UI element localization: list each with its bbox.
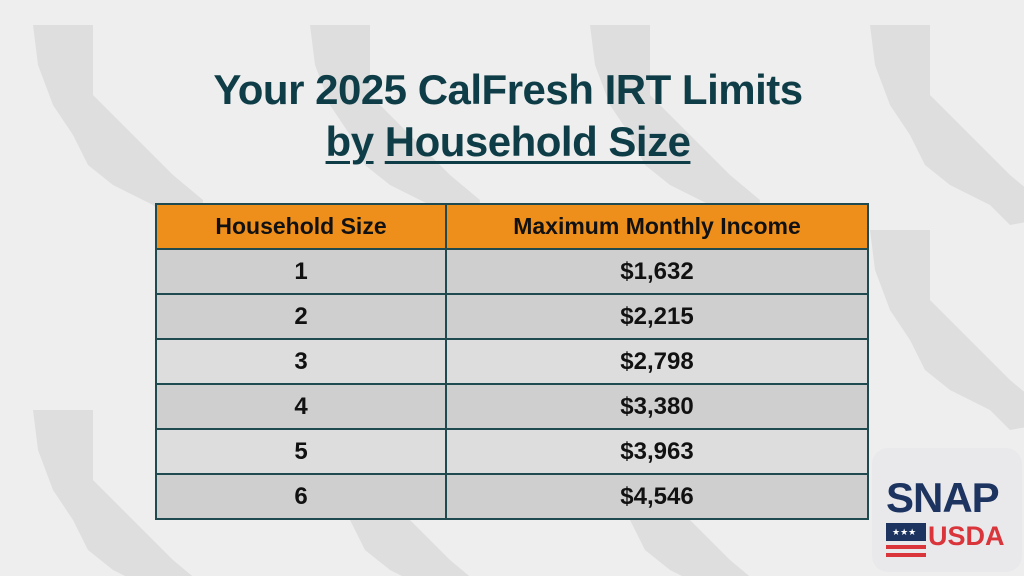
income-cell: $3,380 [445,383,869,430]
header-maximum-monthly-income: Maximum Monthly Income [445,203,869,250]
title-line-1: Your 2025 CalFresh IRT Limits [213,66,803,113]
household-size-cell: 5 [155,428,447,475]
table-header-row: Household Size Maximum Monthly Income [155,203,869,250]
snap-usda-logo: SNAP ★★★ USDA [872,448,1022,572]
household-size-cell: 2 [155,293,447,340]
income-limits-table: Household Size Maximum Monthly Income 1 … [155,203,869,520]
table-row: 2 $2,215 [155,293,869,340]
logo-usda-text: USDA [928,521,1005,551]
header-household-size: Household Size [155,203,447,250]
title-line-2: by Household Size [0,116,1016,168]
svg-text:★★★: ★★★ [892,528,916,538]
household-size-cell: 1 [155,248,447,295]
income-cell: $2,215 [445,293,869,340]
income-cell: $2,798 [445,338,869,385]
household-size-cell: 6 [155,473,447,520]
household-size-cell: 4 [155,383,447,430]
income-cell: $1,632 [445,248,869,295]
income-cell: $4,546 [445,473,869,520]
table-row: 3 $2,798 [155,338,869,385]
income-cell: $3,963 [445,428,869,475]
household-size-cell: 3 [155,338,447,385]
table-row: 4 $3,380 [155,383,869,430]
title-by: by [325,118,375,165]
title-household-size: Household Size [384,118,691,165]
table-row: 5 $3,963 [155,428,869,475]
table-row: 6 $4,546 [155,473,869,520]
page-title: Your 2025 CalFresh IRT Limits by Househo… [0,64,1016,168]
logo-snap-text: SNAP [886,474,1000,521]
table-row: 1 $1,632 [155,248,869,295]
us-flag-icon: ★★★ [886,523,926,557]
